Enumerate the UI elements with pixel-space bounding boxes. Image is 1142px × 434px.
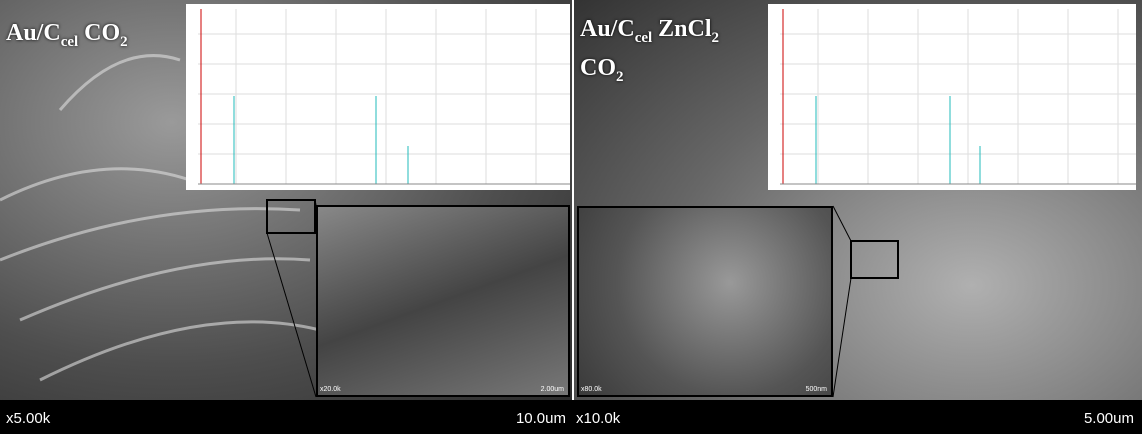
panel-label: Au/Ccel CO2 xyxy=(6,18,128,57)
info-bar: x10.0k 5.00um xyxy=(572,400,1142,434)
scale-bar-label: 5.00um xyxy=(1084,410,1134,427)
figure: Au/Ccel CO2 x20.0k 2.00um Au/Ccel ZnCl2C… xyxy=(0,0,1142,434)
scale-bar-label: 10.0um xyxy=(516,410,566,427)
inset-magnification: x80.0k xyxy=(581,386,602,393)
eds-plot xyxy=(768,4,1136,190)
eds-spectrum xyxy=(186,4,570,190)
label-part: Au/C xyxy=(6,20,61,46)
magnification: x5.00k xyxy=(6,410,50,427)
inset-scale: 2.00um xyxy=(541,386,564,393)
label-part: ZnCl xyxy=(652,16,711,42)
label-part: cel xyxy=(635,30,652,46)
info-bar: x5.00k 10.0um xyxy=(0,400,572,434)
inset-scale: 500nm xyxy=(806,386,827,393)
eds-plot xyxy=(186,4,570,190)
magnification: x10.0k xyxy=(576,410,620,427)
zoom-inset: x80.0k 500nm xyxy=(577,206,833,397)
label-part: 2 xyxy=(712,30,720,46)
label-part: cel xyxy=(61,34,78,50)
label-part: CO xyxy=(580,55,616,81)
label-part: CO xyxy=(78,20,120,46)
label-part: 2 xyxy=(120,34,128,50)
label-part: Au/C xyxy=(580,16,635,42)
label-part: 2 xyxy=(616,69,624,85)
zoom-inset: x20.0k 2.00um xyxy=(316,205,570,397)
inset-magnification: x20.0k xyxy=(320,386,341,393)
eds-spectrum xyxy=(768,4,1136,190)
